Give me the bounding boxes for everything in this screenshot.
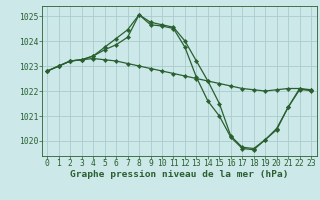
X-axis label: Graphe pression niveau de la mer (hPa): Graphe pression niveau de la mer (hPa) bbox=[70, 170, 288, 179]
